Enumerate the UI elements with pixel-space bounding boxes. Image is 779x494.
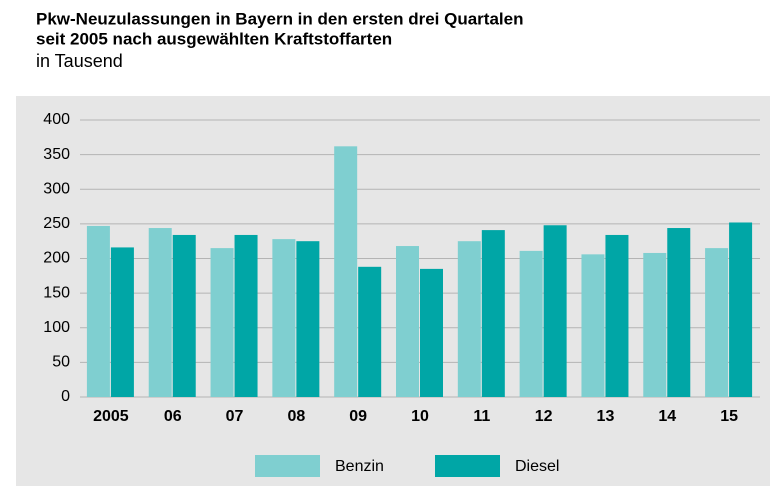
- x-tick-label: 14: [658, 408, 676, 425]
- legend-label: Benzin: [335, 458, 384, 475]
- bar: [481, 230, 505, 397]
- bar: [519, 250, 543, 397]
- bar: [667, 228, 691, 397]
- chart-title: seit 2005 nach ausgewählten Kraftstoffar…: [36, 29, 392, 48]
- bar: [605, 234, 629, 397]
- y-tick-label: 400: [43, 111, 70, 128]
- x-tick-label: 15: [720, 408, 738, 425]
- x-tick-label: 07: [226, 408, 244, 425]
- legend-label: Diesel: [515, 458, 559, 475]
- x-tick-label: 06: [164, 408, 182, 425]
- bar: [729, 222, 753, 397]
- bar: [705, 248, 729, 397]
- bar: [334, 146, 358, 397]
- bar: [358, 266, 382, 397]
- bar: [172, 234, 196, 397]
- bar: [296, 241, 320, 397]
- bar: [643, 252, 667, 397]
- x-tick-label: 11: [473, 408, 490, 425]
- bar: [420, 268, 443, 397]
- x-tick-label: 10: [411, 408, 429, 425]
- bar: [110, 247, 134, 397]
- y-tick-label: 100: [43, 319, 70, 336]
- bar: [86, 225, 110, 397]
- y-tick-label: 0: [61, 388, 70, 405]
- y-tick-label: 350: [43, 146, 70, 163]
- chart-title: Pkw-Neuzulassungen in Bayern in den erst…: [36, 9, 523, 28]
- x-tick-label: 13: [597, 408, 615, 425]
- bar: [581, 254, 605, 397]
- bar: [272, 239, 296, 397]
- y-tick-label: 300: [43, 180, 70, 197]
- bar: [210, 248, 234, 397]
- x-tick-label: 2005: [93, 408, 129, 425]
- bar: [148, 228, 172, 397]
- chart-subtitle: in Tausend: [36, 51, 123, 71]
- bar: [396, 246, 419, 397]
- bar: [543, 225, 567, 397]
- x-tick-label: 12: [535, 408, 553, 425]
- legend-swatch: [255, 455, 320, 477]
- y-tick-label: 250: [43, 215, 70, 232]
- y-tick-label: 150: [43, 284, 70, 301]
- y-tick-label: 200: [43, 250, 70, 267]
- bar: [234, 234, 258, 397]
- bar: [457, 241, 481, 397]
- x-tick-label: 09: [349, 408, 367, 425]
- y-tick-label: 50: [52, 354, 70, 371]
- legend-swatch: [435, 455, 500, 477]
- x-tick-label: 08: [287, 408, 305, 425]
